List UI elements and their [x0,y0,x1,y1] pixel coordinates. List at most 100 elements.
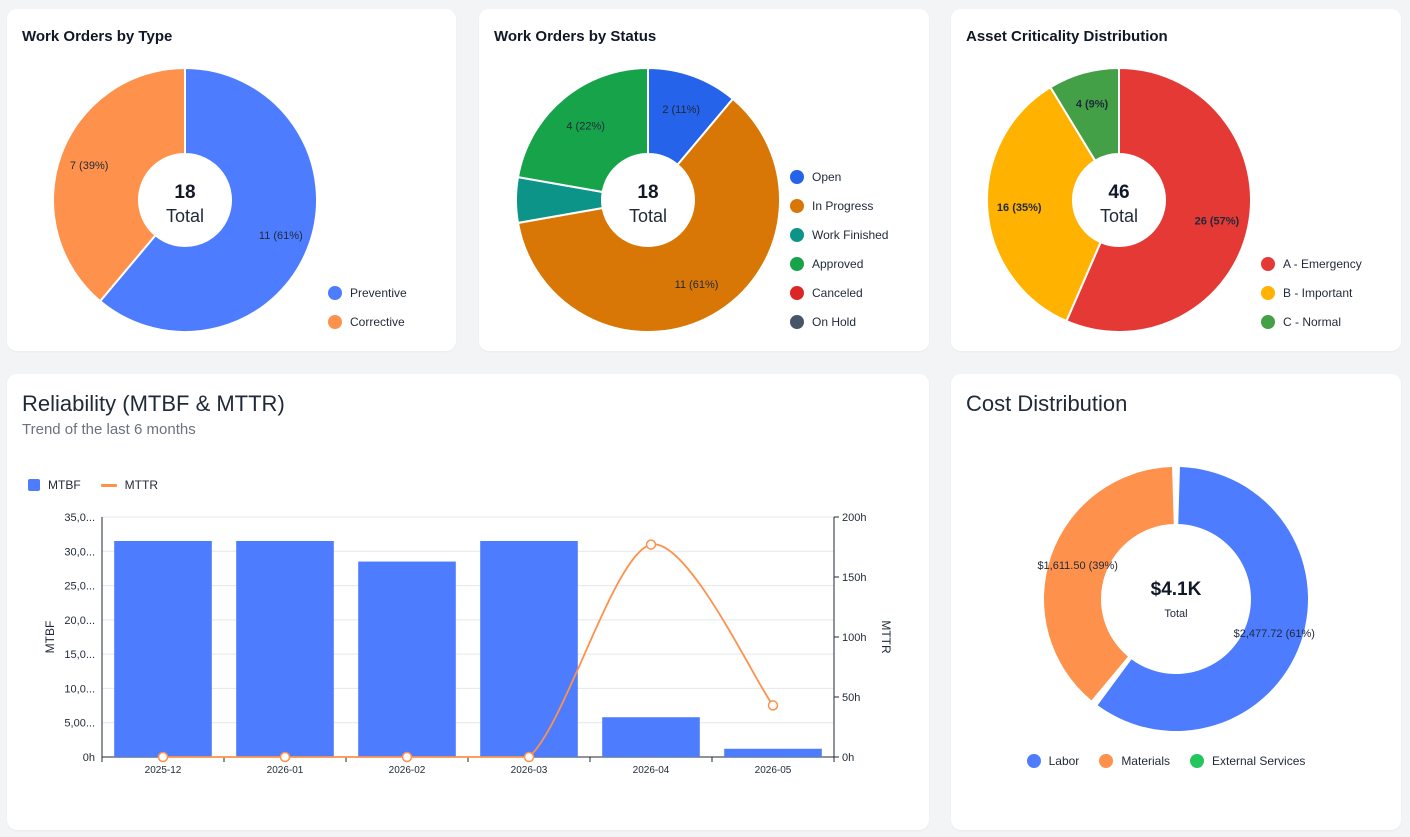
y2-axis-title: MTTR [879,620,893,654]
point-mttr[interactable] [767,700,779,711]
legend-swatch [328,285,342,300]
legend-reliability: MTBF MTTR [28,478,178,492]
pie-slice-b-important[interactable] [986,85,1102,323]
legend-label: C - Normal [1283,314,1342,329]
bar-mtbf[interactable] [114,541,212,757]
point-mttr[interactable] [157,751,169,763]
legend-label: MTTR [124,478,158,492]
legend-type: Preventive Corrective [328,278,407,336]
y-tick-label: 20,0... [64,615,95,627]
legend-item-labor[interactable]: Labor [1026,754,1080,768]
legend-swatch [100,483,117,487]
y2-tick-label: 0h [842,752,854,764]
center-total-label: Total [1164,608,1187,620]
x-tick-label: 2026-04 [633,765,670,776]
legend-label: Materials [1121,754,1170,768]
bar-mtbf[interactable] [602,717,700,757]
pie-slice-preventive[interactable] [98,66,318,333]
pie-slice-a-emergency[interactable] [1065,66,1252,333]
legend-label: External Services [1212,754,1306,768]
pie-chart-criticality: 26 (57%) 16 (35%) 4 (9%) 46 Total [986,66,1252,333]
y-tick-label: 15,0... [64,649,95,661]
x-tick-label: 2026-01 [267,765,304,776]
legend-swatch [1261,256,1275,271]
combo-chart-reliability: 0h 5,00... 10,0... 15,0... 20,0... 25,0... 30,… [43,512,893,776]
legend-label: MTBF [48,478,81,492]
legend-item-open[interactable]: Open [790,162,888,191]
pie-slice-materials[interactable] [1044,467,1174,701]
bar-mtbf[interactable] [236,541,334,757]
legend-item-c-normal[interactable]: C - Normal [1261,307,1362,336]
pie-slice-labor[interactable] [1097,467,1308,731]
center-total-value: $4.1K [1151,579,1202,600]
legend-label: Corrective [350,314,405,329]
legend-item-on-hold[interactable]: On Hold [790,307,888,336]
chart-title: Asset Criticality Distribution [966,28,1168,45]
card-reliability: Reliability (MTBF & MTTR) Trend of the l… [7,374,929,830]
y-tick-label: 10,0... [64,683,95,695]
y2-tick-label: 200h [842,512,866,524]
legend-item-preventive[interactable]: Preventive [328,278,407,307]
chart-subtitle: Trend of the last 6 months [22,421,196,438]
legend-item-a-emergency[interactable]: A - Emergency [1261,249,1362,278]
legend-swatch [790,285,804,300]
bar-mtbf[interactable] [480,541,578,757]
bar-mtbf[interactable] [724,748,822,757]
legend-swatch [790,314,804,329]
y-axis-title: MTBF [43,621,57,654]
legend-status: Open In Progress Work Finished Approved Canc… [790,162,888,336]
y2-tick-label: 100h [842,632,866,644]
legend-swatch [1261,285,1275,300]
legend-swatch [1026,754,1041,768]
point-mttr[interactable] [523,751,535,763]
chart-title: Work Orders by Type [22,28,173,45]
legend-swatch [328,314,342,329]
legend-swatch [1261,314,1275,329]
legend-item-approved[interactable]: Approved [790,249,888,278]
chart-title: Work Orders by Status [494,28,657,45]
center-total-label: Total [629,206,667,226]
card-cost-distribution: Cost Distribution $2,477.72 (61%) $1,611.… [951,374,1401,830]
legend-criticality: A - Emergency B - Important C - Normal [1261,249,1362,336]
pie-chart-cost: $2,477.72 (61%) $1,611.50 (39%) $4.1K Total [1037,467,1315,731]
pie-slice-in-progress[interactable] [516,97,781,333]
pie-slice-approved[interactable] [516,66,649,194]
chart-title: Reliability (MTBF & MTTR) [22,391,285,416]
legend-label: Labor [1048,754,1080,768]
legend-swatch [790,169,804,184]
x-tick-label: 2026-02 [389,765,426,776]
pie-slice-c-normal[interactable] [1049,66,1120,163]
pie-slice-corrective[interactable] [52,66,186,303]
center-total-label: Total [1100,206,1138,226]
slice-label: 4 (22%) [566,121,605,133]
bar-mtbf[interactable] [358,561,456,757]
point-mttr[interactable] [279,751,291,763]
slice-label: 7 (39%) [70,160,109,172]
point-mttr[interactable] [645,539,657,550]
legend-swatch [1190,754,1204,768]
legend-swatch [790,198,804,213]
legend-item-work-finished[interactable]: Work Finished [790,220,888,249]
legend-item-external-services[interactable]: External Services [1190,754,1305,768]
legend-item-in-progress[interactable]: In Progress [790,191,888,220]
legend-item-materials[interactable]: Materials [1099,754,1170,768]
y-tick-label: 30,0... [64,546,95,558]
legend-label: On Hold [812,314,857,329]
card-work-orders-by-status: Work Orders by Status 2 (11%) 11 (61%) 4 (… [479,9,929,351]
card-work-orders-by-type: Work Orders by Type 11 (61%) 7 (39%) 18 Tot… [7,9,456,351]
point-mttr[interactable] [401,751,413,763]
legend-item-mttr[interactable]: MTTR [100,478,158,492]
chart-title: Cost Distribution [966,391,1128,416]
legend-item-b-important[interactable]: B - Important [1261,278,1362,307]
legend-item-corrective[interactable]: Corrective [328,307,407,336]
legend-item-mtbf[interactable]: MTBF [28,478,81,492]
legend-label: Open [812,169,842,184]
x-tick-label: 2026-05 [755,765,792,776]
center-total-value: 18 [174,182,195,203]
x-tick-label: 2025-12 [145,765,182,776]
card-asset-criticality: Asset Criticality Distribution 26 (57%) 1… [951,9,1401,351]
center-total-value: 18 [637,182,658,203]
slice-label: 4 (9%) [1076,99,1109,111]
legend-item-canceled[interactable]: Canceled [790,278,888,307]
center-total-value: 46 [1108,182,1129,203]
